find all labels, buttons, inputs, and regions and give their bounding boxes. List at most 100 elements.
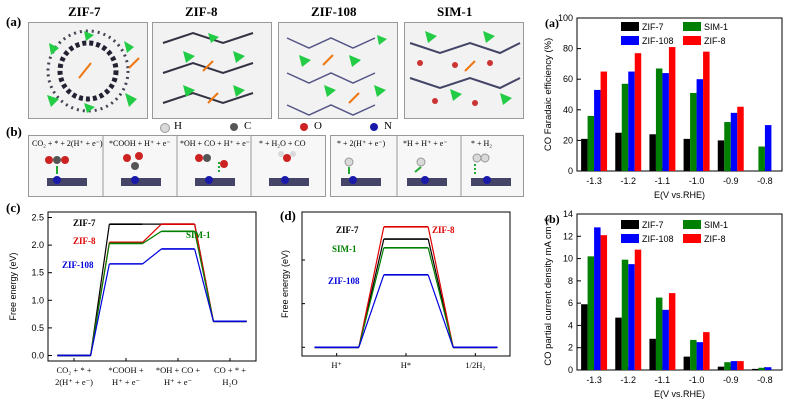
connector-zif-108-0	[90, 263, 110, 356]
y-tick-label: 60	[563, 74, 573, 84]
bar-sim-1-1-2	[621, 259, 629, 370]
bar-sim-1-1-0	[690, 92, 697, 171]
panel-label: (b)	[545, 212, 560, 226]
bar-zif-108-1-1	[662, 309, 669, 370]
bar-sim-1-1-1	[655, 68, 663, 171]
legend-h-label: H	[174, 120, 182, 132]
y-tick-label: 100	[558, 13, 573, 23]
bar-zif-108-0-9	[730, 112, 738, 171]
x-tick-label: -1.3	[586, 375, 602, 385]
zif-8-structure-image	[152, 22, 272, 119]
bar-zif-7-1-2	[615, 132, 622, 171]
bar-zif-8-0-9	[737, 361, 744, 370]
x-tick-label: -0.9	[723, 176, 739, 186]
connector-zif-8-0	[358, 226, 385, 348]
y-axis-label: CO partial current density mA cm⁻²	[543, 218, 554, 366]
x-tick-label: -0.8	[757, 375, 773, 385]
bar-zif-7-1-3	[581, 304, 588, 370]
bar-sim-1-1-2	[621, 83, 629, 171]
legend-label-zif-108: ZIF-108	[642, 36, 674, 46]
legend-n	[370, 123, 378, 131]
bar-sim-1-1-3	[587, 115, 595, 171]
step-2-molecule	[121, 152, 161, 186]
series-zif-108	[314, 274, 498, 349]
series-sim-1	[57, 230, 247, 357]
bar-zif-7-1-0	[683, 356, 691, 370]
connector-zif-8-1	[142, 223, 162, 243]
bar-sim-1-1-0	[690, 339, 697, 370]
legend-swatch-zif-7	[621, 220, 639, 229]
x-tick-label: -1.0	[689, 375, 705, 385]
bar-zif-8-1-1	[668, 47, 676, 171]
title-zif-8: ZIF-8	[185, 4, 218, 19]
legend-h	[160, 123, 170, 133]
y-tick-label: 4	[568, 320, 573, 330]
series-label-zif-8: ZIF-8	[432, 225, 455, 235]
legend-c-label: C	[244, 120, 252, 132]
x-tick-label: H*	[401, 360, 411, 370]
bar-zif-108-1-1	[662, 73, 669, 171]
legend-swatch-zif-7	[621, 22, 639, 31]
x-tick-label: H₂O	[222, 377, 237, 387]
bar-zif-7-1-3	[581, 138, 588, 171]
legend-label-sim-1: SIM-1	[704, 22, 728, 32]
panel-c-chart: 0.0 0.5 1.0 1.5 2.0 2.5 Free energy (eV) CO₂ + …	[8, 211, 257, 387]
series-zif-108	[57, 248, 247, 357]
y-axis-label: CO Faradaic efficiency (%)	[543, 38, 554, 151]
connector-sim-1-2	[194, 231, 214, 322]
panel-b-label: (b)	[6, 124, 22, 139]
bar-sim-1-1-3	[587, 256, 595, 370]
h2-step-1-label: * + 2(H⁺ + e⁻)	[337, 139, 386, 148]
bar-zif-7-1-1	[649, 134, 656, 171]
panel-a-label: (a)	[6, 14, 22, 29]
y-tick-label: 2	[568, 343, 573, 353]
x-axis-label: E(V vs.RHE)	[654, 389, 705, 399]
y-tick-label: 0	[568, 365, 573, 375]
panel-d-free-energy: (d) Free energy (eV) H⁺ H* 1/2H₂ ZIF-7 ZIF-8 S…	[270, 198, 525, 404]
legend-swatch-zif-108	[621, 36, 639, 45]
y-axis-label: Free energy (eV)	[8, 252, 18, 320]
legend-label-zif-7: ZIF-7	[642, 220, 664, 230]
legend-swatch-zif-108	[621, 234, 639, 243]
x-tick-label: H⁺ + e⁻	[164, 377, 192, 387]
bar-sim-1-0-8	[758, 146, 765, 171]
y-tick-label: 8	[568, 276, 573, 286]
panel-c-free-energy: (c) 0.0 0.5 1.0 1.5 2.0 2.5 Free energy (eV) CO…	[0, 198, 270, 404]
x-tick-label: H⁺ + e⁻	[112, 377, 140, 387]
series-label-zif-8: ZIF-8	[73, 236, 96, 246]
panel-c-label: (c)	[6, 200, 21, 215]
plot-frame	[576, 17, 783, 172]
legend-label-zif-7: ZIF-7	[642, 22, 664, 32]
zif-7-structure-image	[28, 22, 148, 119]
x-tick-label: -1.3	[586, 176, 602, 186]
x-tick-label: -1.2	[620, 375, 636, 385]
panel-a-structures: (a) ZIF-7 ZIF-8 ZIF-108 SIM-1	[0, 0, 525, 120]
zif-108-structure-image	[278, 22, 398, 119]
x-tick-label: CO₂ + * +	[57, 365, 92, 375]
x-axis-label: E(V vs.RHE)	[654, 190, 705, 200]
y-axis-label: Free energy (eV)	[280, 250, 290, 318]
series-sim-1	[314, 246, 498, 349]
title-zif-108: ZIF-108	[311, 4, 357, 19]
bar-zif-108-1-3	[594, 227, 601, 370]
x-tick-label: -1.2	[620, 176, 636, 186]
y-tick-label: 14	[563, 209, 573, 219]
legend-swatch-zif-8	[683, 234, 701, 243]
bar-zif-108-1-2	[628, 264, 635, 370]
bar-zif-7-0-8	[751, 368, 759, 370]
legend-label-zif-108: ZIF-108	[642, 234, 674, 244]
co2-step-1-label: CO₂ + * + 2(H⁺ + e⁻)	[32, 139, 103, 148]
y-tick-label: 20	[563, 135, 573, 145]
bar-zif-108-0-8	[764, 367, 772, 370]
bar-zif-8-1-2	[634, 249, 642, 370]
connector-sim-1-0	[358, 247, 385, 348]
x-tick-label: H⁺	[331, 360, 342, 370]
bar-chart-current-density: 0 2 4 6 8 10 12 14 CO partial current density mA…	[525, 200, 787, 404]
bar-zif-8-1-1	[668, 293, 676, 370]
co2-pathway-box: CO₂ + * + 2(H⁺ + e⁻) *COOH + H⁺ + e⁻ *OH…	[28, 135, 326, 197]
legend-o-label: O	[314, 120, 322, 132]
atom-legend: H C O N	[160, 120, 460, 135]
h2-pathway-box: * + 2(H⁺ + e⁻) *H + H⁺ + e⁻ * + H₂	[330, 135, 524, 197]
x-tick-label: CO + * +	[214, 365, 246, 375]
series-label-zif-7: ZIF-7	[73, 218, 96, 228]
